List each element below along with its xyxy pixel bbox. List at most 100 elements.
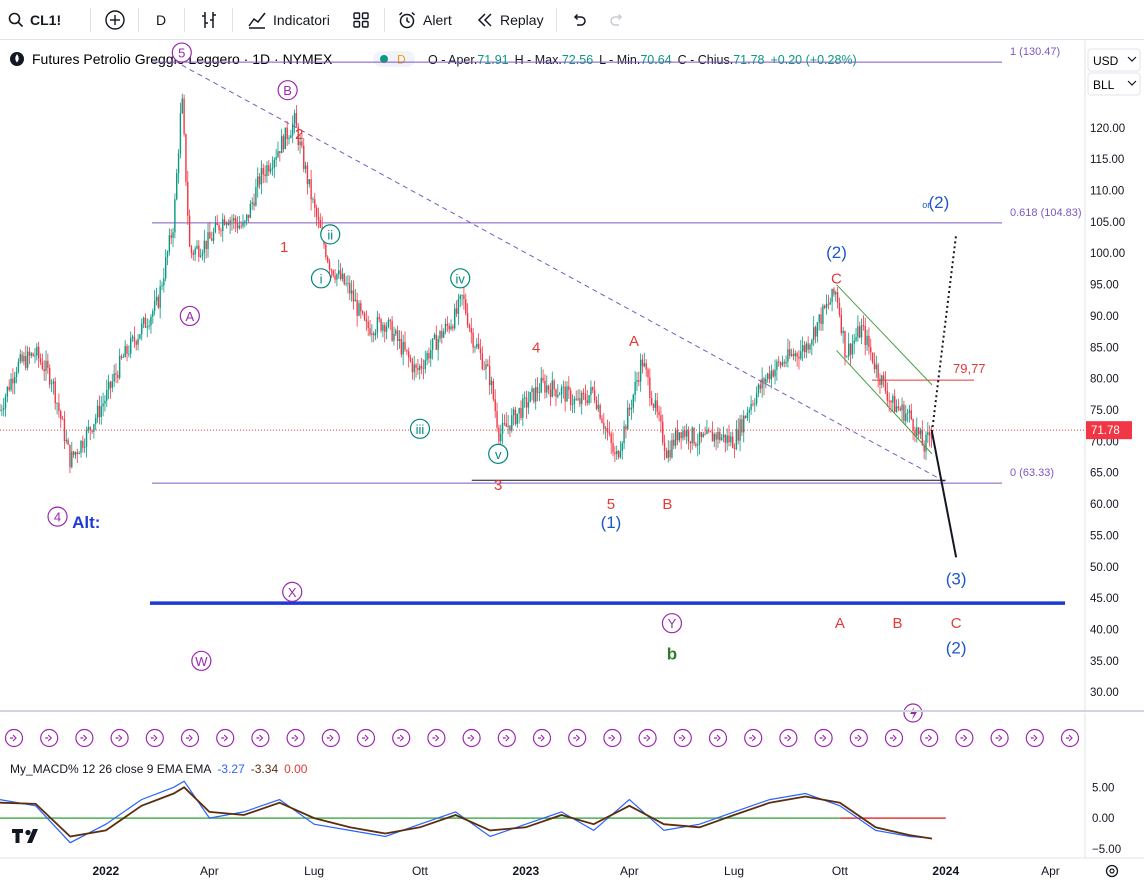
candle-body: [341, 273, 344, 280]
candle-body: [37, 346, 40, 359]
unit-button[interactable]: [1087, 72, 1141, 96]
indicators-button[interactable]: Indicatori: [247, 0, 330, 40]
candle-body: [893, 396, 896, 413]
candle-body: [744, 415, 747, 419]
candle-body: [846, 356, 848, 358]
candle-body: [207, 232, 209, 250]
dividend-event-marker-icon[interactable]: [884, 728, 904, 748]
dividend-event-marker-icon[interactable]: [40, 728, 59, 748]
dividend-event-marker-icon[interactable]: [920, 728, 939, 748]
replay-button[interactable]: Replay: [476, 0, 544, 40]
last-price-marker: 71.78: [1086, 421, 1132, 440]
candle-body: [387, 319, 390, 327]
candle-body: [741, 419, 743, 433]
dividend-event-marker-icon[interactable]: [356, 728, 376, 748]
settings-button[interactable]: [1105, 864, 1119, 878]
dividend-event-marker-icon[interactable]: [744, 728, 763, 748]
horizontal-level-label: 79,77: [953, 361, 986, 376]
candle-body: [739, 419, 741, 441]
dividend-event-marker-icon[interactable]: [638, 728, 657, 748]
dividend-event-marker-icon[interactable]: [321, 728, 340, 748]
interval-button[interactable]: D: [156, 0, 166, 40]
dividend-event-marker-icon[interactable]: [110, 728, 129, 748]
candle-body: [130, 338, 132, 354]
candle-body: [868, 335, 870, 348]
time-tick-label: Ott: [412, 864, 429, 878]
wave-label: v: [495, 447, 502, 462]
dividend-event-marker-icon[interactable]: [955, 728, 974, 748]
dividend-event-marker-icon[interactable]: [462, 728, 481, 748]
wave-label-circle: [450, 268, 471, 289]
candle-body: [385, 326, 388, 332]
dividend-event-marker-icon[interactable]: [497, 728, 516, 748]
candle-body: [873, 362, 876, 370]
candle-body: [787, 349, 789, 362]
layouts-button[interactable]: [352, 0, 376, 40]
dividend-event-marker-icon[interactable]: [708, 728, 728, 748]
chart-area[interactable]: Futures Petrolio Greggio Leggero · 1D · …: [0, 40, 1144, 891]
candle-body: [616, 450, 618, 455]
candle-body: [36, 346, 38, 356]
dividend-event-marker-icon[interactable]: [603, 728, 622, 748]
symbol-search-button[interactable]: CL1!: [8, 0, 61, 40]
compare-button[interactable]: [104, 0, 132, 40]
candle-body: [520, 407, 522, 418]
dividend-event-marker-icon[interactable]: [1060, 728, 1080, 748]
dividend-event-marker-icon[interactable]: [392, 728, 411, 748]
candle-body: [422, 368, 425, 369]
dividend-event-marker-icon[interactable]: [532, 728, 552, 748]
dividend-event-marker-icon[interactable]: [251, 728, 270, 748]
candle-body: [862, 325, 865, 326]
dividend-event-marker-icon[interactable]: [180, 728, 200, 748]
candle-body: [928, 432, 931, 436]
dividend-event-marker-icon[interactable]: [779, 728, 798, 748]
candle-body: [673, 439, 675, 446]
candle-body: [419, 365, 421, 371]
chart-type-button[interactable]: [199, 0, 225, 40]
dividend-event-marker-icon[interactable]: [286, 728, 305, 748]
candle-body: [85, 430, 88, 447]
candle-body: [376, 317, 379, 333]
currency-button[interactable]: [1087, 48, 1141, 72]
candle-body: [407, 351, 410, 358]
candle-body: [19, 354, 21, 362]
dividend-event-marker-icon[interactable]: [673, 728, 692, 748]
session-badge[interactable]: [373, 51, 415, 67]
candle-body: [269, 168, 272, 172]
dividend-event-marker-icon[interactable]: [814, 728, 833, 748]
dividend-event-marker-icon[interactable]: [849, 728, 868, 748]
dividend-event-marker-icon[interactable]: [216, 728, 235, 748]
candle-body: [334, 275, 336, 280]
candle-body: [23, 355, 25, 362]
undo-button[interactable]: [570, 0, 594, 40]
candle-body: [704, 433, 706, 435]
time-axis[interactable]: 2022 Apr Lug Ott 2023 Apr Lug Ott 2024 Apr: [93, 864, 1060, 878]
dividend-event-marker-icon[interactable]: [75, 728, 94, 748]
candle-body: [774, 369, 776, 377]
candle-body: [71, 451, 73, 468]
dividend-event-marker-icon[interactable]: [568, 728, 587, 748]
candle-body: [822, 305, 824, 324]
price-tick-label: 75.00: [1090, 405, 1119, 417]
dividend-event-marker-icon[interactable]: [427, 728, 446, 748]
alert-button[interactable]: Alert: [397, 0, 452, 40]
price-scale[interactable]: [1085, 40, 1144, 711]
wave-label: C: [951, 615, 962, 632]
candle-body: [242, 222, 244, 227]
candle-body: [435, 334, 438, 350]
candle-body: [2, 407, 5, 410]
redo-button[interactable]: [608, 0, 632, 40]
candle-body: [796, 353, 798, 357]
candle-body: [479, 348, 482, 354]
candle-body: [853, 340, 855, 344]
dividend-event-marker-icon[interactable]: [4, 728, 24, 748]
dividend-event-marker-icon[interactable]: [990, 728, 1009, 748]
dividend-event-marker-icon[interactable]: [1025, 728, 1044, 748]
candle-body: [139, 334, 141, 339]
candle-body: [485, 364, 487, 369]
candle-body: [58, 403, 60, 412]
candle-body: [643, 363, 646, 367]
candle-body: [483, 368, 485, 370]
candle-body: [540, 377, 542, 393]
dividend-event-marker-icon[interactable]: [145, 728, 164, 748]
